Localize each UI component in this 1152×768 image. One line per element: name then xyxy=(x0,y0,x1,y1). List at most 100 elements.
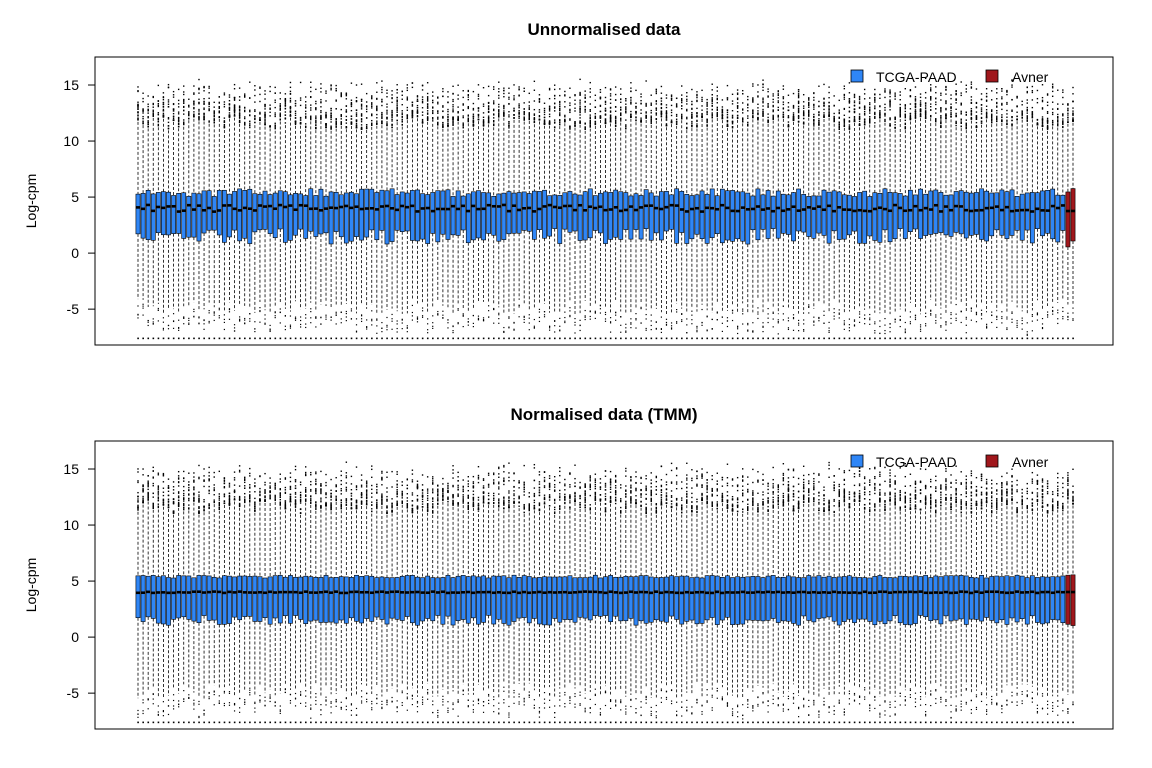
min-point xyxy=(752,337,754,340)
outlier-point xyxy=(360,118,363,120)
outlier-point xyxy=(538,101,541,103)
box-tcga xyxy=(994,88,1000,340)
outlier-point xyxy=(371,97,373,100)
outlier-point xyxy=(442,105,444,107)
outlier-point xyxy=(584,127,586,130)
outlier-point xyxy=(188,114,190,117)
outlier-point xyxy=(919,93,922,95)
outlier-point xyxy=(365,106,368,108)
outlier-point xyxy=(249,124,251,127)
outlier-point xyxy=(996,115,998,118)
outlier-point xyxy=(594,311,596,313)
outlier-point xyxy=(304,113,307,115)
outlier-point xyxy=(833,308,835,310)
outlier-point xyxy=(569,96,571,99)
min-point xyxy=(630,337,632,340)
outlier-point xyxy=(432,99,434,102)
outlier-point xyxy=(249,109,251,111)
outlier-point xyxy=(599,105,602,107)
min-point xyxy=(350,337,353,340)
outlier-point xyxy=(579,103,581,105)
outlier-point xyxy=(315,121,317,123)
min-point xyxy=(757,337,759,340)
outlier-point xyxy=(965,84,967,87)
outlier-point xyxy=(584,97,586,99)
outlier-point xyxy=(655,328,657,330)
outlier-point xyxy=(548,89,551,91)
outlier-point xyxy=(802,114,805,117)
outlier-point xyxy=(401,124,403,126)
outlier-point xyxy=(203,103,205,105)
outlier-point xyxy=(157,104,160,107)
outlier-point xyxy=(543,107,546,110)
outlier-point xyxy=(970,102,973,104)
outlier-point xyxy=(294,319,297,321)
outlier-point xyxy=(406,325,408,327)
outlier-point xyxy=(238,111,241,113)
outlier-point xyxy=(147,112,149,114)
outlier-point xyxy=(726,317,729,319)
outlier-point xyxy=(498,314,500,316)
outlier-point xyxy=(747,329,749,331)
outlier-point xyxy=(538,311,541,313)
min-point xyxy=(940,337,942,340)
outlier-point xyxy=(381,86,383,89)
outlier-point xyxy=(543,109,546,112)
box-body xyxy=(887,192,893,243)
outlier-point xyxy=(686,126,688,129)
outlier-point xyxy=(985,116,988,119)
box-body xyxy=(333,191,339,232)
outlier-point xyxy=(528,114,530,117)
outlier-point xyxy=(345,105,348,107)
outlier-point xyxy=(965,88,967,90)
outlier-point xyxy=(721,116,724,118)
min-point xyxy=(376,337,378,340)
outlier-point xyxy=(660,110,663,112)
outlier-point xyxy=(142,120,144,122)
outlier-point xyxy=(518,112,520,115)
outlier-point xyxy=(777,93,779,95)
outlier-point xyxy=(599,312,602,314)
outlier-point xyxy=(269,329,271,331)
outlier-point xyxy=(584,315,586,317)
outlier-point xyxy=(574,110,576,112)
outlier-point xyxy=(914,109,917,111)
outlier-point xyxy=(559,113,561,116)
outlier-point xyxy=(432,117,434,119)
outlier-point xyxy=(838,124,840,126)
outlier-point xyxy=(249,81,251,83)
box-body xyxy=(176,192,182,234)
outlier-point xyxy=(950,317,952,320)
outlier-point xyxy=(630,322,632,324)
outlier-point xyxy=(864,323,866,325)
outlier-point xyxy=(401,90,403,93)
outlier-point xyxy=(828,327,830,329)
outlier-point xyxy=(716,108,718,110)
outlier-point xyxy=(233,111,236,114)
outlier-point xyxy=(376,106,378,108)
outlier-point xyxy=(330,126,332,129)
outlier-point xyxy=(970,107,973,110)
outlier-point xyxy=(792,92,795,95)
outlier-point xyxy=(767,321,769,324)
outlier-point xyxy=(604,96,607,99)
box-body xyxy=(374,192,380,241)
outlier-point xyxy=(681,115,683,117)
min-point xyxy=(152,337,155,340)
outlier-point xyxy=(274,101,276,104)
outlier-point xyxy=(869,112,871,114)
box-body xyxy=(968,192,974,236)
outlier-point xyxy=(792,112,795,114)
box-body xyxy=(277,190,283,230)
outlier-point xyxy=(137,115,139,117)
outlier-point xyxy=(147,123,149,126)
box-tcga xyxy=(227,94,232,340)
outlier-point xyxy=(203,328,205,330)
outlier-point xyxy=(609,115,612,118)
box-body xyxy=(552,194,558,229)
box-body xyxy=(958,190,964,235)
outlier-point xyxy=(355,330,358,332)
outlier-point xyxy=(904,115,907,118)
min-point xyxy=(157,337,160,340)
outlier-point xyxy=(589,124,591,127)
